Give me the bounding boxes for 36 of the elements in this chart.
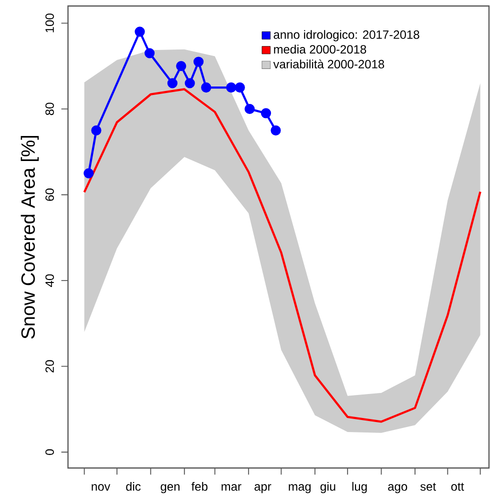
x-tick-label: feb xyxy=(191,482,208,491)
point xyxy=(167,78,178,88)
point xyxy=(260,108,272,118)
point xyxy=(234,82,245,93)
point xyxy=(226,82,236,93)
y-tick-label: 0 xyxy=(45,449,54,455)
x-tick-label: nov xyxy=(92,484,110,491)
y-tick-label: 20 xyxy=(45,360,54,372)
point xyxy=(270,125,281,136)
x-tick-label: giu xyxy=(320,482,336,494)
point xyxy=(193,56,204,67)
point xyxy=(184,78,195,88)
x-tick-label: ago xyxy=(388,484,408,494)
point xyxy=(144,48,155,58)
y-tick-label: 80 xyxy=(45,102,54,116)
x-tick-label: lug xyxy=(352,482,367,494)
x-tick-label: gen xyxy=(160,484,180,494)
point xyxy=(201,82,212,93)
y-tick-label: 40 xyxy=(45,274,54,287)
y-tick-label: 100 xyxy=(45,14,54,32)
point xyxy=(244,104,255,114)
y-axis-title: Snow Covered Area [%] xyxy=(20,136,39,339)
point xyxy=(91,125,102,136)
legend-label: variabilità 2000-2018 xyxy=(273,59,384,68)
x-tick-label: apr xyxy=(254,484,272,494)
x-tick-label: set xyxy=(420,482,436,491)
x-tick-label: mag xyxy=(288,484,311,494)
x-tick-label: dic xyxy=(126,482,141,491)
point xyxy=(176,60,186,72)
legend-label: anno idrologico: 2017-2018 xyxy=(274,30,420,42)
point xyxy=(84,168,94,178)
x-tick-label: mar xyxy=(222,484,242,491)
x-tick-label: ott xyxy=(451,482,464,491)
legend-label: media 2000-2018 xyxy=(274,44,366,54)
y-tick-label: 60 xyxy=(45,188,54,201)
point xyxy=(134,26,145,37)
